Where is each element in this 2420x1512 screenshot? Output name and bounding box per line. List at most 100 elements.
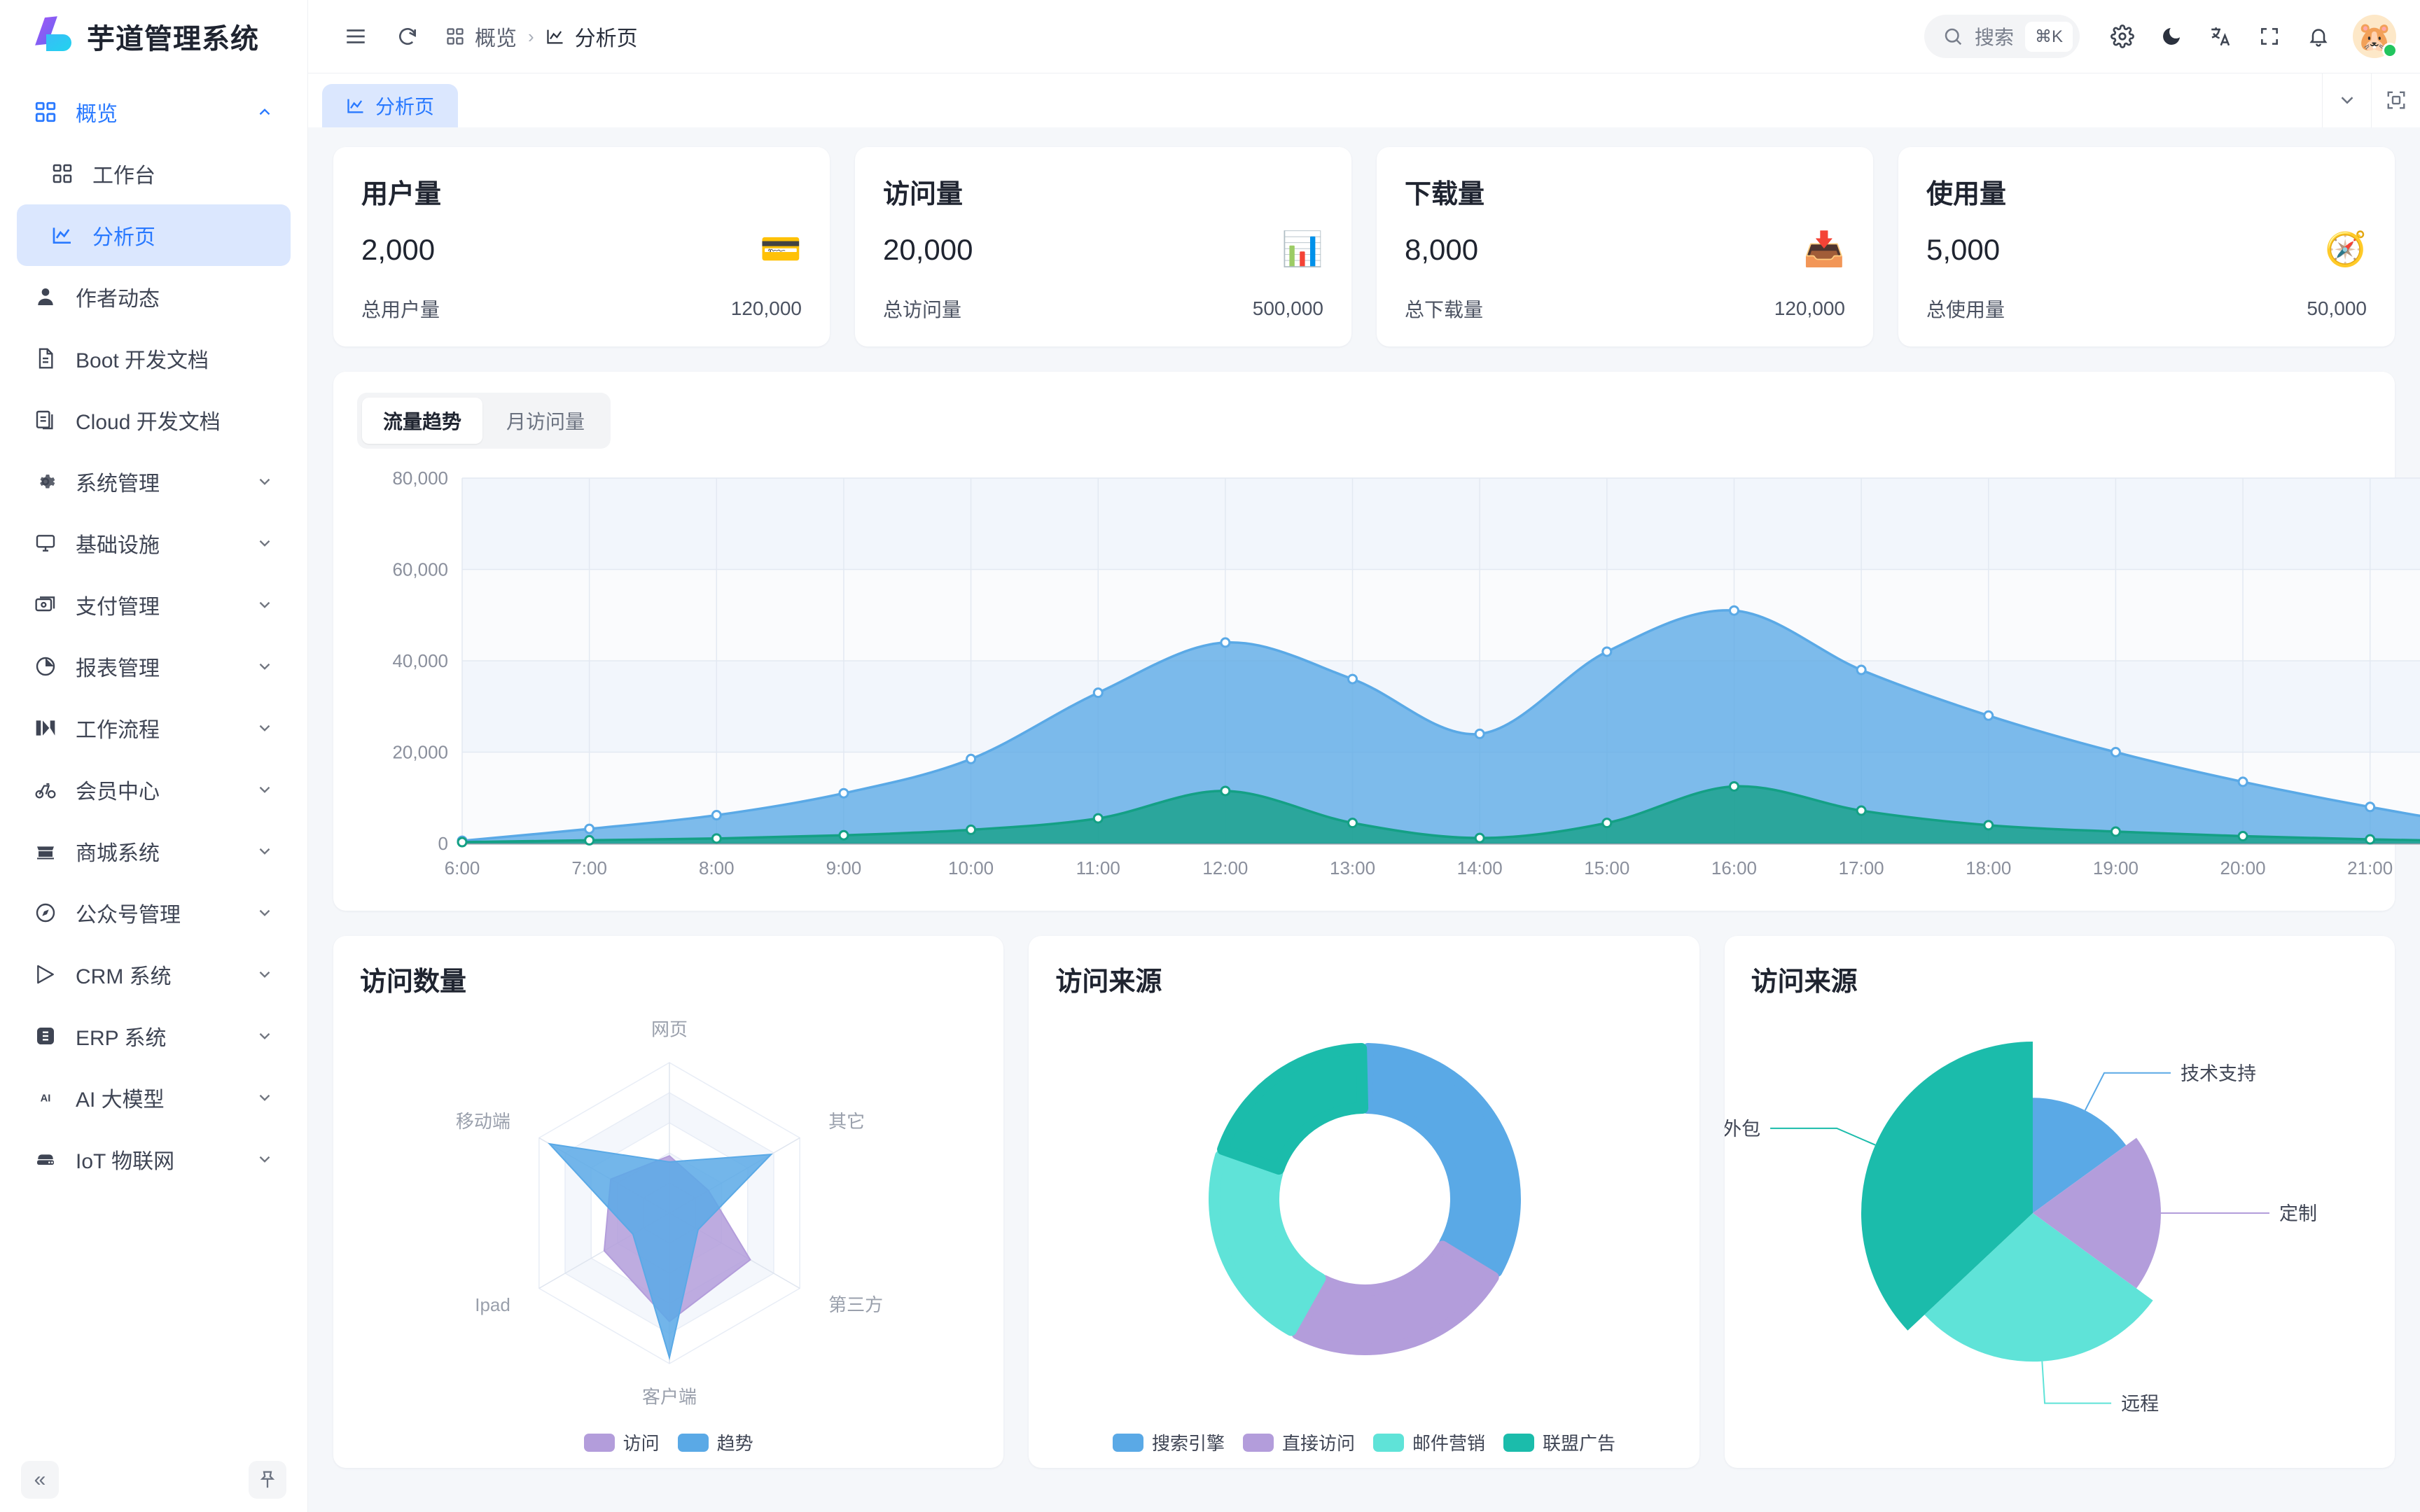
tab-traffic-trend[interactable]: 流量趋势 [362, 398, 483, 444]
sidebar-item-report[interactable]: 报表管理 [17, 636, 291, 697]
svg-text:0: 0 [438, 833, 448, 854]
sidebar-item-overview[interactable]: 概览 [17, 81, 291, 143]
sidebar-item-mall[interactable]: 商城系统 [17, 820, 291, 882]
maximize-icon[interactable] [2371, 73, 2420, 127]
sidebar-item-boot-docs[interactable]: Boot 开发文档 [17, 328, 291, 389]
breadcrumb-item-overview[interactable]: 概览 [445, 21, 517, 52]
chevron-down-icon [254, 718, 275, 738]
tab-monthly-visits[interactable]: 月访问量 [506, 411, 585, 433]
pin-sidebar-button[interactable] [249, 1461, 286, 1499]
sidebar-item-crm[interactable]: CRM 系统 [17, 944, 291, 1005]
sidebar-item-infrastructure[interactable]: 基础设施 [17, 512, 291, 574]
sidebar-item-iot[interactable]: IoT 物联网 [17, 1128, 291, 1190]
legend-item[interactable]: 直接访问 [1242, 1429, 1355, 1455]
legend-item[interactable]: 访问 [583, 1429, 660, 1455]
stat-card-downloads: 下载量 8,000 📥 总下载量 120,000 [1377, 147, 1873, 346]
sidebar-item-analysis[interactable]: 分析页 [17, 204, 291, 266]
settings-icon[interactable] [2098, 12, 2147, 61]
sidebar-item-label: AI 大模型 [76, 1088, 165, 1112]
collapse-sidebar-button[interactable]: « [21, 1461, 59, 1499]
tab-analysis[interactable]: 分析页 [322, 84, 459, 127]
stat-title: 用户量 [361, 180, 442, 209]
svg-text:40,000: 40,000 [392, 650, 448, 671]
stat-main-row: 2,000 💳 [361, 233, 802, 267]
radar-chart-card: 访问数量 网页 其它 第三方 客户端 Ipad 移动端 访问 趋势 [333, 936, 1004, 1468]
svg-text:12:00: 12:00 [1202, 858, 1248, 878]
stat-main-row: 8,000 📥 [1405, 233, 1845, 267]
sidebar-item-label: 商城系统 [76, 842, 160, 865]
sidebar-item-cloud-docs[interactable]: Cloud 开发文档 [17, 389, 291, 451]
rose-chart-card: 访问来源 技术支持 定制 远程 外包 [1724, 936, 2395, 1468]
chevron-down-icon [254, 964, 275, 985]
legend-item[interactable]: 搜索引擎 [1112, 1429, 1225, 1455]
svg-text:第三方: 第三方 [828, 1294, 883, 1315]
refresh-icon[interactable] [388, 17, 427, 56]
stat-card-users: 用户量 2,000 💳 总用户量 120,000 [333, 147, 830, 346]
legend-swatch [677, 1433, 709, 1452]
breadcrumb-label: 分析页 [574, 27, 638, 50]
bottom-chart-row: 访问数量 网页 其它 第三方 客户端 Ipad 移动端 访问 趋势 [333, 936, 2395, 1468]
sidebar-item-author-news[interactable]: 作者动态 [17, 266, 291, 328]
notification-icon[interactable] [2294, 12, 2343, 61]
user-icon [32, 284, 59, 310]
stat-title: 下载量 [1405, 180, 1485, 209]
grid-icon [445, 27, 465, 46]
chevron-down-icon [254, 533, 275, 554]
radar-legend: 访问 趋势 [333, 1429, 1003, 1455]
svg-text:7:00: 7:00 [571, 858, 607, 878]
legend-label: 访问 [623, 1433, 660, 1454]
grid-icon [32, 99, 59, 125]
chart-icon [346, 96, 366, 115]
fullscreen-icon[interactable] [2245, 12, 2294, 61]
hamburger-icon[interactable] [336, 17, 375, 56]
gear-icon [32, 468, 59, 495]
dark-mode-icon[interactable] [2147, 12, 2196, 61]
sidebar-item-official-account[interactable]: 公众号管理 [17, 882, 291, 944]
chevron-down-icon [254, 779, 275, 800]
svg-text:6:00: 6:00 [445, 858, 480, 878]
chevron-down-icon[interactable] [2322, 73, 2371, 127]
svg-text:60,000: 60,000 [392, 559, 448, 580]
svg-text:20:00: 20:00 [2220, 858, 2266, 878]
legend-swatch [1112, 1433, 1143, 1452]
svg-text:11:00: 11:00 [1076, 858, 1120, 878]
download-icon: 📥 [1803, 231, 1845, 268]
svg-text:19:00: 19:00 [2093, 858, 2139, 878]
sidebar-item-label: CRM 系统 [76, 965, 172, 988]
brand[interactable]: 芋道管理系统 [0, 0, 307, 73]
legend-item[interactable]: 联盟广告 [1503, 1429, 1615, 1455]
sidebar-item-payment[interactable]: 支付管理 [17, 574, 291, 636]
chart-icon [49, 222, 76, 248]
sidebar-item-ai[interactable]: AI AI 大模型 [17, 1067, 291, 1128]
shop-icon [32, 838, 59, 864]
compass-icon: 🧭 [2325, 231, 2367, 268]
sidebar-item-label: 系统管理 [76, 472, 160, 496]
legend-label: 邮件营销 [1412, 1433, 1485, 1454]
sidebar-item-system-management[interactable]: 系统管理 [17, 451, 291, 512]
stat-title: 使用量 [1926, 180, 2007, 209]
chevron-down-icon [254, 1149, 275, 1170]
legend-label: 直接访问 [1281, 1433, 1355, 1454]
legend-item[interactable]: 邮件营销 [1372, 1429, 1485, 1455]
sidebar-item-erp[interactable]: ERP 系统 [17, 1005, 291, 1067]
ai-icon: AI [32, 1084, 59, 1111]
svg-text:移动端: 移动端 [456, 1111, 510, 1132]
sidebar-item-label: 分析页 [92, 226, 155, 249]
breadcrumb-item-analysis[interactable]: 分析页 [545, 21, 638, 52]
legend-item[interactable]: 趋势 [677, 1429, 753, 1455]
bike-icon [32, 776, 59, 803]
search-input[interactable]: 搜索 ⌘K [1924, 15, 2080, 58]
sidebar-item-workflow[interactable]: 工作流程 [17, 697, 291, 759]
stat-total-value: 50,000 [2307, 298, 2367, 319]
stat-total-row: 总用户量 120,000 [361, 295, 802, 323]
avatar[interactable]: 🐹 [2353, 15, 2398, 58]
donut-chart [1029, 1003, 1699, 1468]
chart-icon [545, 27, 565, 46]
language-icon[interactable] [2196, 12, 2245, 61]
credit-card-icon: 💳 [760, 231, 802, 268]
sidebar-item-workbench[interactable]: 工作台 [17, 143, 291, 204]
chevron-down-icon [254, 594, 275, 615]
sidebar: 芋道管理系统 概览 [0, 0, 308, 1512]
sidebar-item-member[interactable]: 会员中心 [17, 759, 291, 820]
sidebar-item-label: 会员中心 [76, 780, 160, 804]
